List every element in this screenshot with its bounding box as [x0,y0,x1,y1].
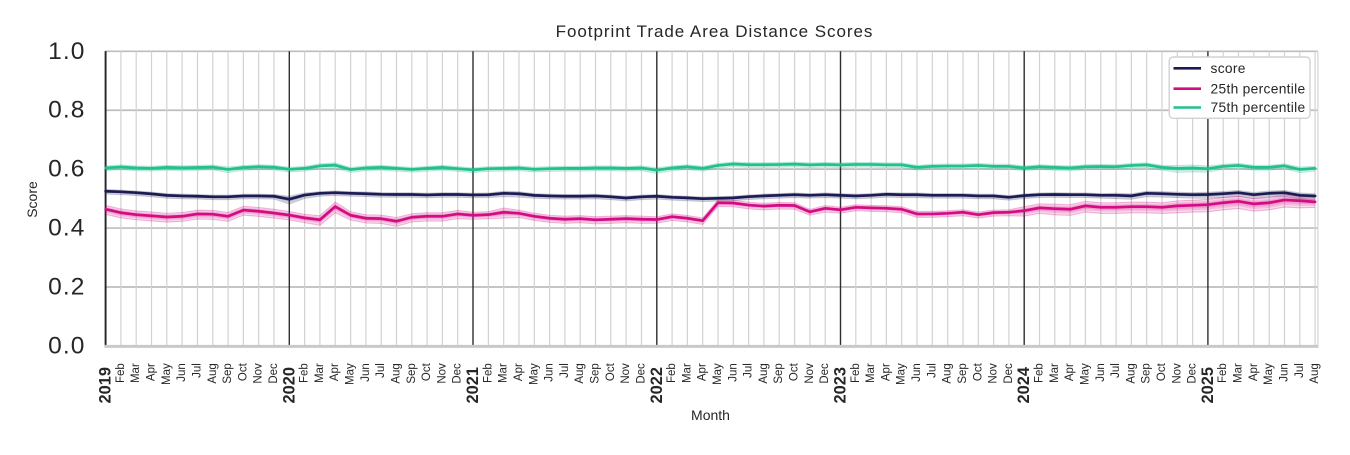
svg-text:Jul: Jul [192,363,204,378]
svg-text:Footprint Trade Area Distance: Footprint Trade Area Distance Scores [556,22,874,41]
svg-text:Apr: Apr [513,363,525,381]
svg-text:Nov: Nov [988,363,1000,384]
svg-text:Mar: Mar [1233,363,1245,383]
svg-text:Apr: Apr [1064,363,1076,381]
svg-text:Score: Score [24,181,40,218]
svg-text:0.6: 0.6 [48,156,85,183]
svg-text:0.4: 0.4 [48,215,85,242]
svg-text:25th percentile: 25th percentile [1211,81,1306,96]
svg-text:Jun: Jun [911,363,923,382]
svg-text:Aug: Aug [207,363,219,383]
svg-text:Dec: Dec [1003,363,1015,384]
svg-text:Aug: Aug [942,363,954,383]
svg-text:May: May [1263,363,1275,385]
svg-text:2022: 2022 [648,367,666,403]
svg-text:Feb: Feb [1217,363,1229,383]
svg-text:Feb: Feb [482,363,494,383]
svg-text:Sep: Sep [1141,363,1153,383]
svg-text:Mar: Mar [130,363,142,383]
svg-text:Apr: Apr [880,363,892,381]
svg-text:2023: 2023 [832,367,850,403]
svg-text:Jul: Jul [1110,363,1122,378]
svg-text:Apr: Apr [1248,363,1260,381]
svg-text:Feb: Feb [850,363,862,383]
svg-text:Aug: Aug [1125,363,1137,383]
svg-text:Oct: Oct [237,362,249,381]
svg-text:Sep: Sep [957,363,969,383]
svg-text:Nov: Nov [436,363,448,384]
svg-text:Sep: Sep [406,363,418,383]
svg-text:Jun: Jun [544,363,556,382]
svg-text:Dec: Dec [268,363,280,384]
svg-text:0.0: 0.0 [48,332,85,359]
svg-text:Nov: Nov [804,363,816,384]
svg-text:Feb: Feb [666,363,678,383]
svg-text:Feb: Feb [299,363,311,383]
svg-text:Oct: Oct [1156,362,1168,381]
svg-text:Aug: Aug [1309,363,1321,383]
svg-text:Jun: Jun [727,363,739,382]
svg-text:Mar: Mar [498,363,510,383]
svg-text:2025: 2025 [1199,367,1217,403]
svg-text:Dec: Dec [819,363,831,384]
svg-text:May: May [896,363,908,385]
svg-text:Jun: Jun [360,363,372,382]
svg-text:Mar: Mar [1049,363,1061,383]
svg-text:score: score [1211,61,1246,76]
svg-text:Nov: Nov [253,363,265,384]
svg-text:Jul: Jul [559,363,571,378]
svg-text:Sep: Sep [222,363,234,383]
svg-text:Dec: Dec [1187,363,1199,384]
svg-text:Nov: Nov [1171,363,1183,384]
svg-text:Aug: Aug [574,363,586,383]
svg-text:May: May [528,363,540,385]
svg-text:1.0: 1.0 [48,38,85,65]
svg-text:Oct: Oct [421,362,433,381]
svg-text:Jun: Jun [1095,363,1107,382]
svg-text:Oct: Oct [972,362,984,381]
svg-text:Aug: Aug [391,363,403,383]
svg-text:Month: Month [691,407,730,423]
svg-text:Apr: Apr [146,363,158,381]
svg-text:Jul: Jul [1294,363,1306,378]
svg-text:May: May [1079,363,1091,385]
svg-text:Jul: Jul [926,363,938,378]
svg-text:Jun: Jun [1279,363,1291,382]
svg-text:Mar: Mar [865,363,877,383]
svg-text:2019: 2019 [97,367,115,403]
svg-text:Aug: Aug [758,363,770,383]
svg-text:Dec: Dec [452,363,464,384]
svg-text:0.8: 0.8 [48,97,85,124]
svg-text:May: May [161,363,173,385]
svg-text:Apr: Apr [697,363,709,381]
svg-text:Oct: Oct [789,362,801,381]
svg-text:Jul: Jul [375,363,387,378]
svg-text:Oct: Oct [605,362,617,381]
svg-text:Jul: Jul [743,363,755,378]
svg-text:Apr: Apr [329,363,341,381]
svg-text:Sep: Sep [773,363,785,383]
svg-text:Mar: Mar [314,363,326,383]
svg-text:Sep: Sep [590,363,602,383]
svg-text:Jun: Jun [176,363,188,382]
svg-text:Feb: Feb [1034,363,1046,383]
svg-text:Feb: Feb [115,363,127,383]
svg-text:2020: 2020 [280,367,298,403]
svg-text:0.2: 0.2 [48,274,85,301]
svg-text:2024: 2024 [1015,366,1033,403]
svg-text:Mar: Mar [681,363,693,383]
svg-text:2021: 2021 [464,367,482,403]
svg-text:Nov: Nov [620,363,632,384]
svg-text:May: May [345,363,357,385]
svg-text:Dec: Dec [636,363,648,384]
svg-text:75th percentile: 75th percentile [1211,100,1306,115]
svg-text:May: May [712,363,724,385]
